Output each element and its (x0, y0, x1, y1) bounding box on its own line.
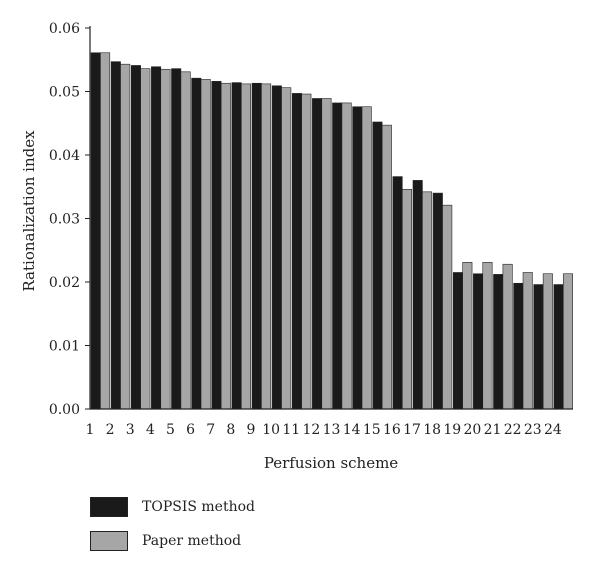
bar-topsis-17 (412, 180, 423, 410)
y-tick-label: 0.04 (49, 148, 80, 164)
bar-topsis-16 (392, 176, 403, 410)
bar-topsis-15 (372, 121, 383, 410)
x-tick-label: 24 (544, 422, 562, 438)
bar-topsis-18 (432, 192, 443, 410)
bar-paper-17 (422, 191, 433, 410)
bar-topsis-1 (90, 52, 101, 410)
bar-paper-9 (261, 83, 272, 410)
y-tick-label: 0.01 (49, 339, 80, 355)
legend-label-paper: Paper method (142, 533, 242, 549)
bar-paper-19 (462, 262, 473, 410)
bar-topsis-11 (291, 93, 302, 410)
x-tick-label: 1 (86, 422, 95, 438)
x-tick-label: 2 (106, 422, 115, 438)
bar-paper-14 (361, 106, 372, 410)
x-tick-label: 23 (524, 422, 542, 438)
bar-paper-22 (522, 272, 533, 410)
x-tick-label: 21 (484, 422, 502, 438)
bar-topsis-10 (271, 85, 282, 410)
bar-topsis-4 (151, 66, 162, 410)
bar-paper-20 (482, 262, 493, 410)
bar-paper-21 (502, 263, 513, 410)
x-tick-label: 16 (383, 422, 401, 438)
x-tick-label: 20 (463, 422, 481, 438)
y-tick-label: 0.06 (49, 21, 80, 37)
bar-topsis-22 (513, 282, 524, 410)
x-tick-label: 10 (262, 422, 280, 438)
x-tick-label: 22 (504, 422, 522, 438)
x-tick-label: 14 (343, 422, 361, 438)
x-axis-title: Perfusion scheme (264, 454, 398, 472)
x-tick-label: 15 (363, 422, 381, 438)
bars-group (90, 52, 573, 410)
x-tick-label: 12 (302, 422, 320, 438)
bar-paper-8 (240, 83, 251, 410)
bar-topsis-14 (352, 106, 363, 410)
y-tick-label: 0.05 (49, 85, 80, 101)
x-tick-label: 18 (423, 422, 441, 438)
x-tick-label: 3 (126, 422, 135, 438)
bar-paper-3 (140, 68, 151, 410)
bar-paper-5 (180, 71, 191, 410)
bar-paper-12 (321, 98, 332, 410)
x-tick-label: 19 (443, 422, 461, 438)
bar-paper-11 (301, 93, 312, 410)
y-tick-label: 0.02 (49, 275, 80, 291)
bar-topsis-20 (473, 273, 484, 410)
bar-paper-16 (401, 188, 412, 410)
bar-topsis-3 (130, 65, 141, 410)
bar-paper-23 (542, 273, 553, 410)
bar-paper-7 (220, 82, 231, 410)
bar-paper-13 (341, 102, 352, 410)
bar-paper-10 (281, 87, 292, 410)
bar-paper-15 (381, 124, 392, 410)
y-tick-label: 0.03 (49, 212, 80, 228)
bar-topsis-2 (110, 61, 121, 410)
x-tick-label: 5 (166, 422, 175, 438)
y-tick-label: 0.00 (49, 402, 80, 418)
x-tick-label: 6 (186, 422, 195, 438)
legend-item-paper: Paper method (90, 529, 255, 553)
bar-topsis-19 (452, 272, 463, 410)
legend-label-topsis: TOPSIS method (142, 499, 255, 515)
bar-paper-4 (160, 68, 171, 410)
x-tick-label: 11 (282, 422, 300, 438)
bar-topsis-13 (332, 102, 343, 410)
bar-paper-24 (562, 273, 573, 410)
bar-topsis-23 (533, 284, 544, 410)
bar-paper-18 (442, 204, 453, 410)
bar-paper-6 (200, 79, 211, 410)
bar-topsis-21 (493, 274, 504, 410)
bar-topsis-5 (171, 68, 182, 410)
bar-topsis-8 (231, 82, 242, 410)
x-tick-label: 4 (146, 422, 155, 438)
bar-topsis-7 (211, 81, 222, 410)
bar-paper-2 (120, 63, 131, 410)
bar-topsis-12 (312, 98, 323, 410)
x-tick-label: 8 (226, 422, 235, 438)
bar-topsis-9 (251, 82, 262, 410)
bar-chart: 0.000.010.020.030.040.050.061 2 3 4 5 6 7 8 9 10 1… (20, 21, 573, 472)
legend-swatch-topsis (90, 497, 128, 517)
legend: TOPSIS method Paper method (90, 495, 255, 563)
x-tick-label: 17 (403, 422, 421, 438)
x-tick-label: 7 (206, 422, 215, 438)
x-tick-label: 13 (323, 422, 341, 438)
x-tick-label: 9 (247, 422, 256, 438)
bar-paper-1 (100, 52, 111, 410)
legend-item-topsis: TOPSIS method (90, 495, 255, 519)
y-axis-title: Rationalization index (20, 130, 38, 292)
axes-group: 0.000.010.020.030.040.050.061 2 3 4 5 6 7 8 9 10 1… (49, 21, 573, 438)
bar-topsis-24 (553, 284, 564, 410)
bar-topsis-6 (191, 77, 202, 410)
legend-swatch-paper (90, 531, 128, 551)
